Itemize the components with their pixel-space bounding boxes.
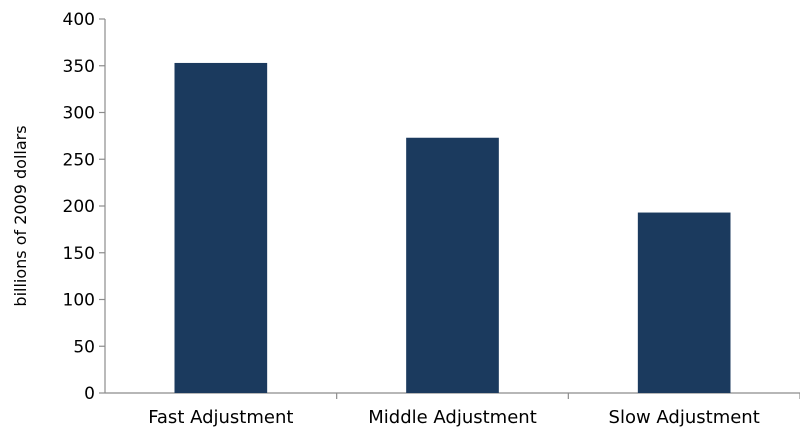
y-axis-title: billions of 2009 dollars (11, 125, 30, 306)
bars-group (174, 62, 731, 393)
x-category-label: Fast Adjustment (148, 407, 293, 428)
y-tick-label: 50 (73, 337, 95, 357)
y-tick-label: 200 (63, 197, 95, 217)
y-tick-label: 100 (63, 291, 95, 311)
category-labels: Fast Adjustment Middle Adjustment Slow Adj… (148, 407, 760, 428)
y-axis-ticks: 0 50 100 150 200 250 300 350 400 (63, 10, 105, 404)
bar-slow-adjustment (637, 212, 731, 393)
bar-fast-adjustment (174, 62, 268, 393)
y-tick-label: 300 (63, 104, 95, 124)
y-tick-label: 150 (63, 244, 95, 264)
y-tick-label: 250 (63, 150, 95, 170)
x-category-label: Slow Adjustment (609, 407, 760, 428)
y-tick-label: 350 (63, 57, 95, 77)
y-tick-label: 0 (84, 384, 95, 404)
x-category-label: Middle Adjustment (368, 407, 537, 428)
bar-middle-adjustment (406, 137, 499, 393)
x-axis-ticks (336, 393, 800, 399)
y-tick-label: 400 (63, 10, 95, 30)
